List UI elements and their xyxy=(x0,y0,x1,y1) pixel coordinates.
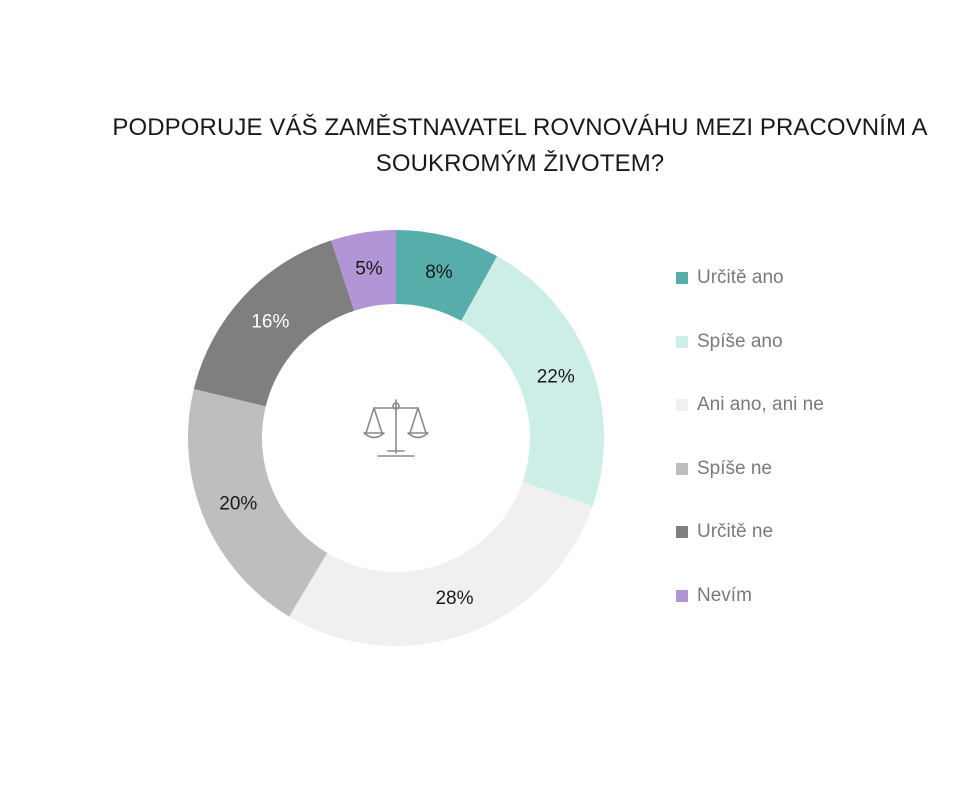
legend-label: Nevím xyxy=(697,584,752,606)
legend-swatch xyxy=(676,462,688,475)
legend-swatch xyxy=(676,526,688,539)
legend-item: Spíše ne xyxy=(676,453,824,485)
donut-slice-labels: 8% 22% 28% 20% 16% 5% xyxy=(219,259,575,610)
chart-title-line-1: PODPORUJE VÁŠ ZAMĚSTNAVATEL ROVNOVÁHU ME… xyxy=(112,114,928,141)
chart-title-line-2: SOUKROMÝM ŽIVOTEM? xyxy=(375,150,665,177)
donut-slice xyxy=(331,230,396,311)
legend-item: Určitě ne xyxy=(676,516,824,548)
balance-scale-icon xyxy=(363,399,429,457)
chart-legend: Určitě ano Spíše ano Ani ano, ani ne Spíše … xyxy=(676,262,824,644)
legend-swatch xyxy=(676,399,688,412)
donut-slice xyxy=(396,230,498,321)
legend-label: Určitě ano xyxy=(697,267,784,288)
data-label: 28% xyxy=(435,588,473,609)
legend-item: Určitě ano xyxy=(676,262,824,294)
data-label: 22% xyxy=(537,366,575,387)
chart-title: PODPORUJE VÁŠ ZAMĚSTNAVATEL ROVNOVÁHU ME… xyxy=(110,110,930,182)
donut-slice xyxy=(188,388,328,617)
legend-item: Nevím xyxy=(676,580,824,612)
legend-label: Ani ano, ani ne xyxy=(697,394,824,416)
donut-slices xyxy=(188,230,604,647)
legend-swatch xyxy=(676,589,688,602)
data-label: 16% xyxy=(251,311,289,332)
data-label: 20% xyxy=(219,494,257,515)
donut-slice xyxy=(193,240,355,407)
donut-slice xyxy=(461,256,604,507)
legend-label: Spíše ne xyxy=(697,457,772,479)
data-label: 5% xyxy=(355,259,383,280)
legend-swatch xyxy=(676,272,688,284)
legend-item: Ani ano, ani ne xyxy=(676,389,824,421)
data-label: 8% xyxy=(425,262,453,283)
legend-swatch xyxy=(676,335,688,348)
legend-label: Určitě ne xyxy=(697,521,774,543)
legend-label: Spíše ano xyxy=(697,330,783,352)
donut-slice xyxy=(289,481,593,647)
legend-item: Spíše ano xyxy=(676,326,824,358)
